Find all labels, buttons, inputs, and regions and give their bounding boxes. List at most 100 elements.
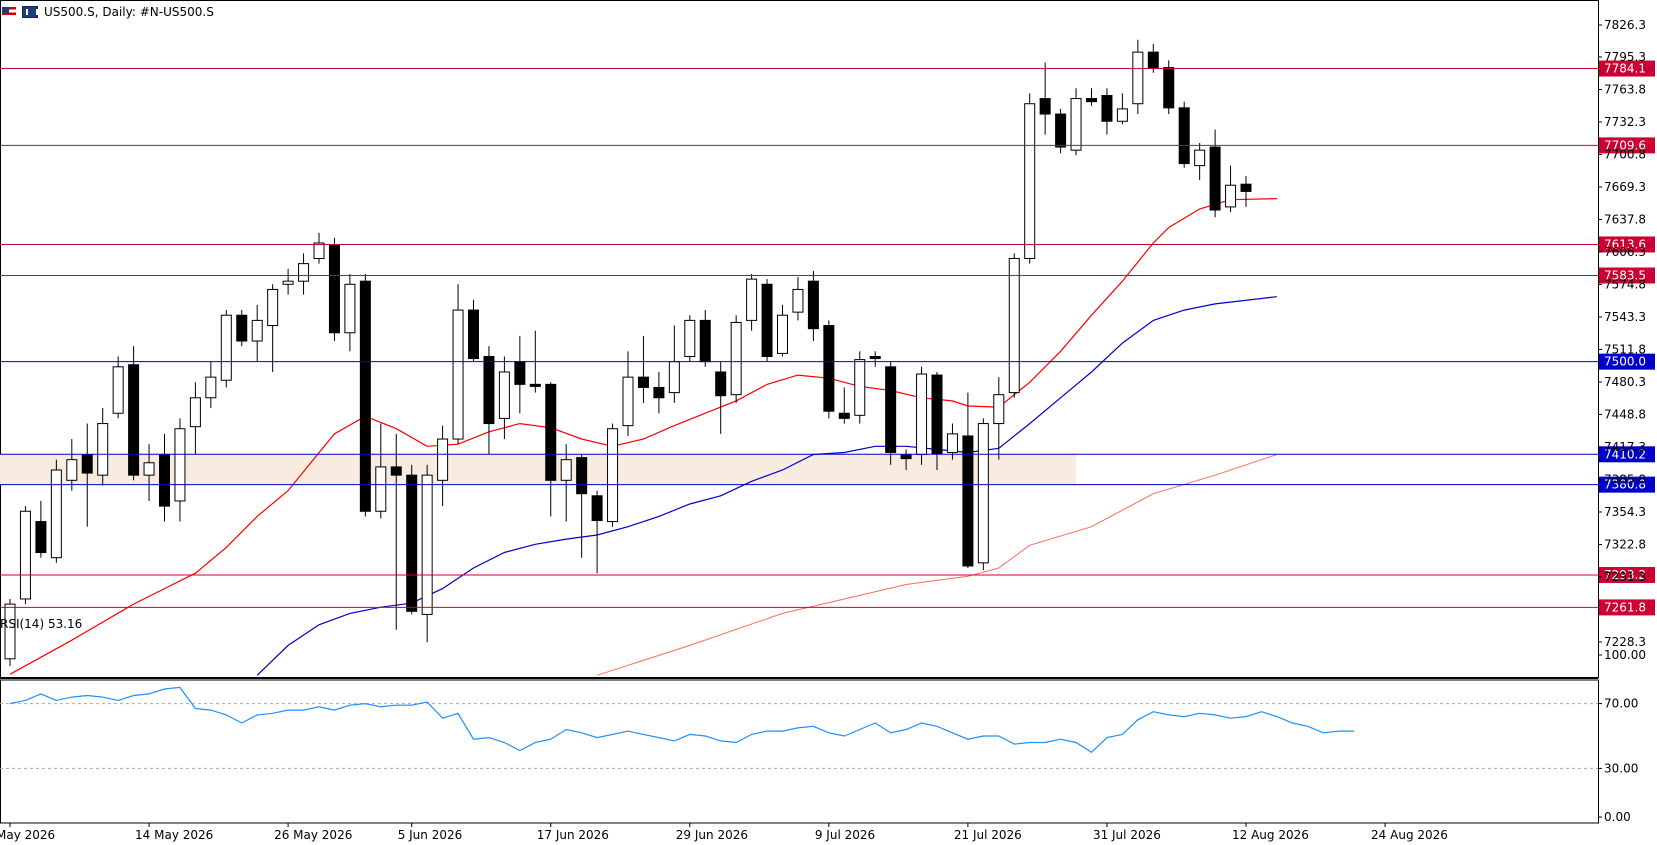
candle-body [1086,98,1097,103]
ma-slow-line [596,454,1278,676]
candle-body [591,495,603,522]
level-label: 7709.6 [1604,138,1646,152]
candle [854,351,866,424]
candle-body [189,397,201,428]
level-tag [1599,599,1655,616]
candle-body [576,457,588,495]
candle [576,454,588,558]
level-label: 7293.2 [1604,568,1646,582]
candle-body [900,454,912,460]
candle-body [653,386,665,399]
candle-body [1147,51,1159,69]
candle-body [1070,98,1082,151]
candle [916,366,928,465]
candle-body [993,394,1005,425]
candle [607,423,619,527]
level-tag [1599,476,1655,493]
time-label: 29 Jun 2026 [676,828,748,842]
time-label: 5 Jun 2026 [398,828,463,842]
candle [1194,142,1206,181]
candle [885,361,897,465]
candle-body [931,374,943,454]
candle-body [468,309,479,360]
candle [251,304,263,362]
candle-body [267,288,279,327]
candle [1178,101,1190,168]
candle [421,464,433,643]
candle-body [777,314,788,354]
candle-body [730,321,742,396]
candle [545,382,557,517]
candle [761,279,773,362]
candle-body [823,325,835,412]
level-tag [1599,137,1655,154]
candle [807,270,819,342]
level-tag [1599,567,1655,584]
candle-body [421,474,433,615]
rsi-tick-label: 70.00 [1604,697,1638,711]
candle-body [437,438,449,481]
candle-body [1024,103,1036,259]
candle-body [1163,67,1175,109]
candle [838,387,850,424]
candle [993,377,1005,460]
candle-body [514,361,526,385]
candle [746,273,758,331]
candle-body [498,371,510,419]
level-label: 7500.0 [1604,355,1646,369]
candle-body [220,314,232,381]
candle [159,433,170,522]
main-pane-frame [0,0,1599,678]
candle-body [1132,51,1144,105]
candle [962,392,974,569]
candle [1163,60,1175,115]
candle-body [637,376,649,388]
price-tick-label: 7826.3 [1604,18,1646,32]
candle-body [375,466,387,512]
time-label: 31 Jul 2026 [1093,828,1161,842]
candle-body [869,356,881,360]
candle-body [66,459,78,481]
candle-body [35,521,47,554]
candle-body [699,319,711,363]
candle-body [668,361,680,394]
candle [1070,88,1082,156]
candle [946,423,958,460]
candle [437,425,449,507]
rsi-tick-label: 100.00 [1604,648,1646,662]
candle [189,382,201,455]
candle-body [684,319,696,357]
candle-body [97,423,109,476]
rsi-line [9,686,1355,753]
candle-body [885,366,897,453]
candle-body [529,383,541,387]
candle [174,418,186,522]
price-tick-label: 7795.3 [1604,50,1646,64]
candle-body [807,280,819,330]
candle-body [236,314,248,342]
candle [1101,88,1113,135]
candle-body [962,435,974,567]
daily-period-icon[interactable] [22,6,38,18]
candle [668,325,680,403]
candle-body [1225,184,1237,208]
price-tick-label: 7700.8 [1604,147,1646,161]
price-tick-label: 7228.3 [1604,635,1646,649]
candle-body [977,423,989,564]
candle-body [792,288,804,313]
candle [452,284,464,445]
candle-body [1055,113,1067,148]
level-label: 7583.5 [1604,269,1646,283]
candle-body [128,364,140,476]
candle-body [143,462,155,476]
candle [1024,93,1036,264]
candle [112,356,124,419]
candle [514,335,526,414]
candle [869,351,881,367]
candle [1240,175,1252,207]
candle-body [251,319,263,342]
candle [35,500,47,558]
level-tag [1599,60,1655,77]
candle-body [916,373,928,456]
